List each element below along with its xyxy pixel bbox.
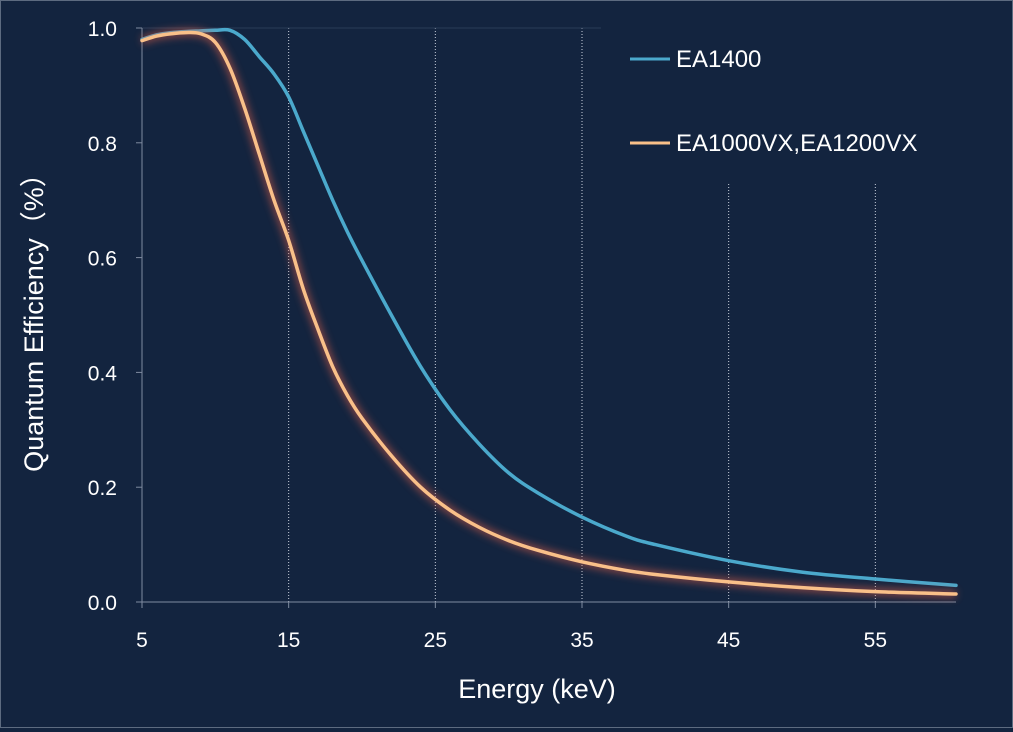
series-line-ea1000vx [140, 30, 958, 596]
grid-lines [142, 27, 876, 602]
x-tick-label: 25 [424, 629, 447, 652]
y-tick-label: 0.6 [88, 248, 117, 271]
y-tick-label: 0.0 [88, 592, 117, 615]
x-tick-label: 55 [864, 629, 887, 652]
tick-labels: 0.0 0.2 0.4 0.6 0.8 1.0 5 15 25 35 45 55 [88, 18, 887, 652]
x-tick-label: 45 [717, 629, 740, 652]
series-lines [140, 27, 958, 598]
axes [136, 27, 956, 608]
legend: EA1400 EA1000VX,EA1200VX [630, 46, 918, 157]
y-tick-label: 1.0 [88, 18, 117, 41]
y-tick-label: 0.8 [88, 133, 117, 156]
y-tick-label: 0.2 [88, 477, 117, 500]
legend-label-ea1000vx: EA1000VX,EA1200VX [676, 130, 918, 157]
y-tick-label: 0.4 [88, 362, 118, 385]
y-axis-title: Quantum Efficiency（%） [19, 160, 49, 472]
x-tick-label: 35 [570, 629, 593, 652]
series-line-ea1400 [140, 27, 958, 588]
series-glow-ea1000vx [140, 28, 957, 598]
x-tick-label: 15 [277, 629, 300, 652]
x-axis-title: Energy (keV) [458, 674, 616, 704]
x-tick-label: 5 [136, 629, 148, 652]
legend-label-ea1400: EA1400 [676, 46, 761, 73]
